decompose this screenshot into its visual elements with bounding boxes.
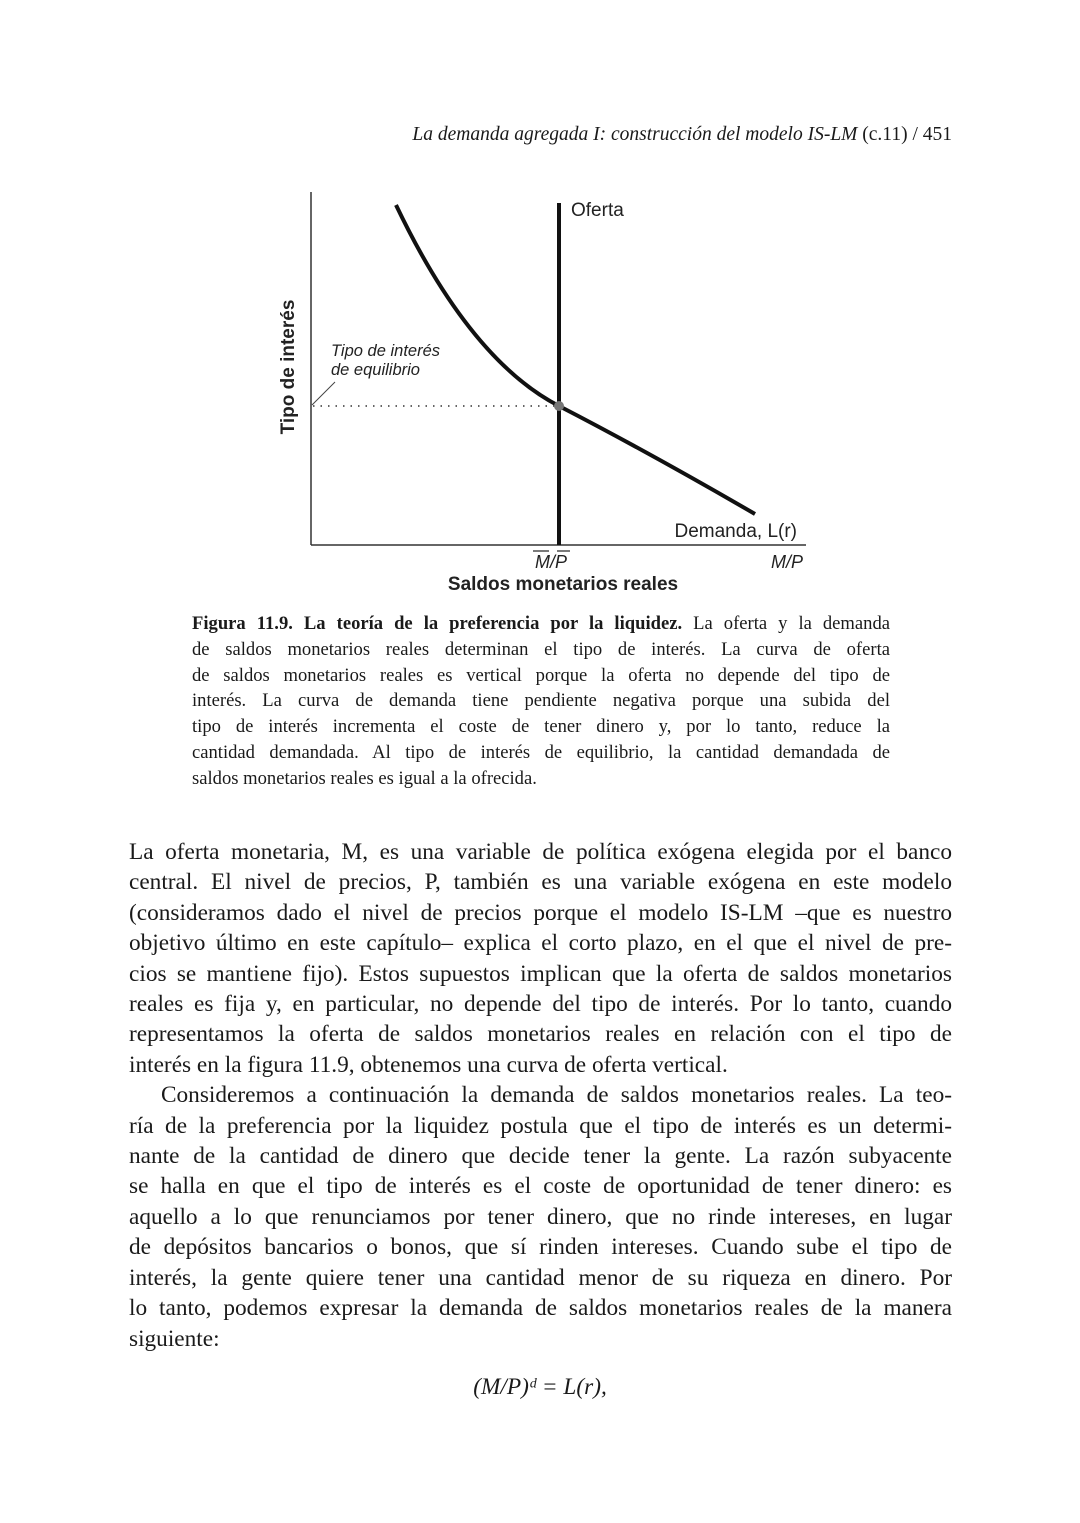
equation: (M/P)ᵈ = L(r), <box>473 1374 607 1400</box>
paragraph-1: La oferta monetaria, M, es una variable … <box>129 837 952 1080</box>
x-axis-end-label: M/P <box>771 552 803 572</box>
header-chapter: (c.11) <box>862 124 908 145</box>
x-axis-label: Saldos monetarios reales <box>448 574 678 595</box>
paragraph-2: Consideremos a continuación la demanda d… <box>129 1080 952 1354</box>
body-line: (consideramos dado el nivel de precios p… <box>129 899 952 926</box>
body-line: reales es fija y, en particular, no depe… <box>129 991 952 1018</box>
caption-line: cantidad demandada. Al tipo de interés d… <box>192 741 890 763</box>
body-line: cios se mantiene fijo). Estos supuestos … <box>129 960 952 987</box>
caption-line: Figura 11.9. La teoría de la preferencia… <box>192 613 890 634</box>
caption-line: de saldos monetarios reales es vertical … <box>192 664 890 686</box>
equilibrium-leader-line <box>311 381 336 406</box>
body-line: interés en la figura 11.9, obtenemos una… <box>129 1051 728 1078</box>
body-line: representamos la oferta de saldos moneta… <box>129 1021 952 1048</box>
caption-line: interés. La curva de demanda tiene pendi… <box>192 690 890 712</box>
body-line: se halla en que el tipo de interés es el… <box>129 1173 952 1200</box>
body-line: interés, la gente quiere tener una canti… <box>129 1264 952 1291</box>
x-tick-label: M/P <box>535 552 567 572</box>
body-line: objetivo último en este capítulo– explic… <box>129 930 952 957</box>
demand-label: Demanda, L(r) <box>675 521 798 542</box>
body-line: central. El nivel de precios, P, también… <box>129 869 952 896</box>
supply-label: Oferta <box>571 200 624 221</box>
liquidity-preference-figure: Tipo de interés de equilibrio Oferta Dem… <box>278 192 806 595</box>
body-line: ría de la preferencia por la liquidez po… <box>129 1112 952 1139</box>
body-line: Consideremos a continuación la demanda d… <box>161 1082 952 1109</box>
body-text: La oferta monetaria, M, es una variable … <box>129 837 952 1354</box>
caption-title: Figura 11.9. La teoría de la preferencia… <box>192 613 683 634</box>
body-line: aquello a lo que renunciamos por tener d… <box>129 1203 952 1230</box>
y-axis-label: Tipo de interés <box>278 300 299 435</box>
figure-caption: Figura 11.9. La teoría de la preferencia… <box>192 611 890 792</box>
caption-line: de saldos monetarios reales determinan e… <box>192 638 890 660</box>
demand-curve <box>394 204 757 516</box>
body-line: de depósitos bancarios o bonos, que sí r… <box>129 1234 952 1261</box>
caption-line: saldos monetarios reales es igual a la o… <box>192 767 537 789</box>
header-title: La demanda agregada I: construcción del … <box>412 124 858 145</box>
equilibrium-label-line2: de equilibrio <box>331 361 420 379</box>
running-header: La demanda agregada I: construcción del … <box>412 124 952 146</box>
body-line: lo tanto, podemos expresar la demanda de… <box>129 1295 952 1322</box>
page-number: / 451 <box>912 124 952 145</box>
caption-line: tipo de interés incrementa el coste de t… <box>192 716 890 738</box>
body-line: siguiente: <box>129 1325 220 1352</box>
equilibrium-point <box>554 401 564 411</box>
body-line: nante de la cantidad de dinero que decid… <box>129 1143 952 1170</box>
body-line: La oferta monetaria, M, es una variable … <box>129 839 952 865</box>
equilibrium-label-line1: Tipo de interés <box>331 342 440 360</box>
